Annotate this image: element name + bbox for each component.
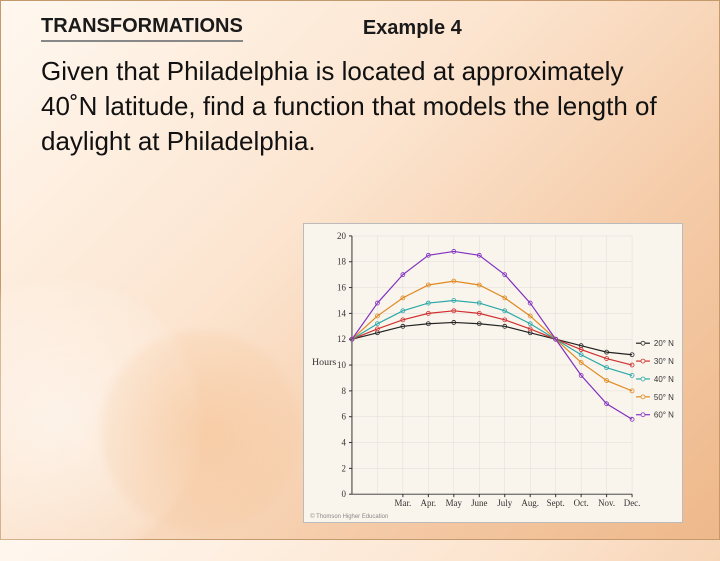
svg-text:10: 10 xyxy=(337,360,346,370)
svg-text:0: 0 xyxy=(342,489,347,499)
svg-text:30° N: 30° N xyxy=(654,357,674,366)
svg-text:Aug.: Aug. xyxy=(521,498,539,508)
svg-text:20: 20 xyxy=(337,231,346,241)
svg-text:Dec.: Dec. xyxy=(624,498,641,508)
svg-text:2: 2 xyxy=(342,463,346,473)
svg-text:May: May xyxy=(446,498,463,508)
chart-copyright: © Thomson Higher Education xyxy=(310,513,388,520)
section-title: TRANSFORMATIONS xyxy=(41,15,243,42)
svg-text:Apr.: Apr. xyxy=(421,498,437,508)
svg-text:Mar.: Mar. xyxy=(395,498,412,508)
example-label: Example 4 xyxy=(363,17,462,40)
svg-text:14: 14 xyxy=(337,308,346,318)
daylight-chart: 0 2 4 6 8 10 12 14 16 18 20 Mar. Apr. May June July Aug… xyxy=(303,223,683,523)
svg-text:12: 12 xyxy=(337,334,346,344)
svg-text:40° N: 40° N xyxy=(654,375,674,384)
svg-text:50° N: 50° N xyxy=(654,393,674,402)
svg-text:18: 18 xyxy=(337,257,346,267)
svg-text:8: 8 xyxy=(342,386,347,396)
svg-text:16: 16 xyxy=(337,283,346,293)
svg-text:Oct.: Oct. xyxy=(574,498,589,508)
chart-svg: 0 2 4 6 8 10 12 14 16 18 20 Mar. Apr. May June July Aug… xyxy=(304,224,682,522)
svg-text:20° N: 20° N xyxy=(654,339,674,348)
y-axis-label: Hours xyxy=(312,357,336,368)
svg-text:Nov.: Nov. xyxy=(598,498,615,508)
svg-text:July: July xyxy=(497,498,512,508)
svg-text:6: 6 xyxy=(342,412,347,422)
svg-text:June: June xyxy=(471,498,487,508)
svg-text:60° N: 60° N xyxy=(654,411,674,420)
svg-text:Sept.: Sept. xyxy=(547,498,565,508)
svg-text:4: 4 xyxy=(342,438,347,448)
problem-text: Given that Philadelphia is located at ap… xyxy=(1,42,719,159)
